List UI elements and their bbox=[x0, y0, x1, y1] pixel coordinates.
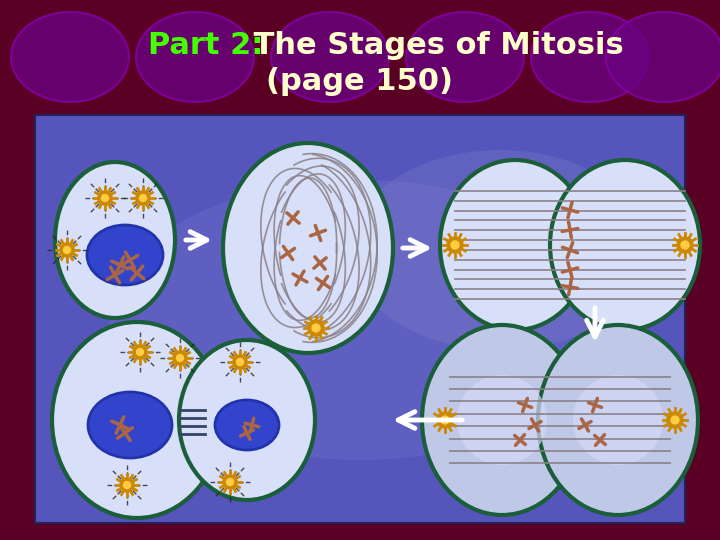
Circle shape bbox=[233, 355, 247, 369]
Ellipse shape bbox=[215, 400, 279, 450]
FancyBboxPatch shape bbox=[35, 115, 685, 523]
Circle shape bbox=[667, 412, 683, 428]
Circle shape bbox=[308, 320, 324, 336]
Ellipse shape bbox=[88, 392, 172, 458]
Circle shape bbox=[451, 241, 459, 249]
Ellipse shape bbox=[531, 12, 649, 102]
Ellipse shape bbox=[538, 325, 698, 515]
Circle shape bbox=[173, 351, 187, 365]
Ellipse shape bbox=[406, 12, 524, 102]
Bar bbox=[0, 0, 720, 115]
Circle shape bbox=[671, 416, 679, 424]
Circle shape bbox=[136, 191, 150, 205]
Circle shape bbox=[236, 359, 243, 366]
Ellipse shape bbox=[223, 143, 393, 353]
Ellipse shape bbox=[87, 225, 163, 285]
Circle shape bbox=[120, 478, 134, 492]
Ellipse shape bbox=[440, 160, 590, 330]
Ellipse shape bbox=[110, 180, 610, 460]
Ellipse shape bbox=[55, 162, 175, 318]
Circle shape bbox=[447, 237, 463, 253]
Text: (page 150): (page 150) bbox=[266, 68, 454, 97]
Ellipse shape bbox=[179, 340, 315, 500]
Ellipse shape bbox=[573, 375, 663, 465]
Ellipse shape bbox=[350, 150, 650, 350]
Circle shape bbox=[63, 246, 71, 253]
Ellipse shape bbox=[271, 12, 389, 102]
Circle shape bbox=[677, 237, 693, 253]
Circle shape bbox=[681, 241, 689, 249]
Circle shape bbox=[133, 345, 147, 359]
Ellipse shape bbox=[136, 12, 254, 102]
Ellipse shape bbox=[422, 325, 582, 515]
Circle shape bbox=[227, 478, 233, 485]
Circle shape bbox=[312, 324, 320, 332]
Ellipse shape bbox=[606, 12, 720, 102]
Circle shape bbox=[441, 416, 449, 424]
Circle shape bbox=[60, 243, 74, 257]
Circle shape bbox=[124, 482, 130, 489]
Circle shape bbox=[102, 194, 109, 201]
Circle shape bbox=[437, 412, 453, 428]
Circle shape bbox=[137, 348, 143, 355]
Text: Part 2:: Part 2: bbox=[148, 30, 264, 59]
Circle shape bbox=[98, 191, 112, 205]
Circle shape bbox=[223, 475, 237, 489]
Circle shape bbox=[176, 354, 184, 361]
Ellipse shape bbox=[550, 160, 700, 330]
Ellipse shape bbox=[11, 12, 129, 102]
Text: The Stages of Mitosis: The Stages of Mitosis bbox=[243, 30, 624, 59]
Ellipse shape bbox=[457, 375, 547, 465]
Ellipse shape bbox=[52, 322, 222, 518]
Circle shape bbox=[140, 194, 146, 201]
